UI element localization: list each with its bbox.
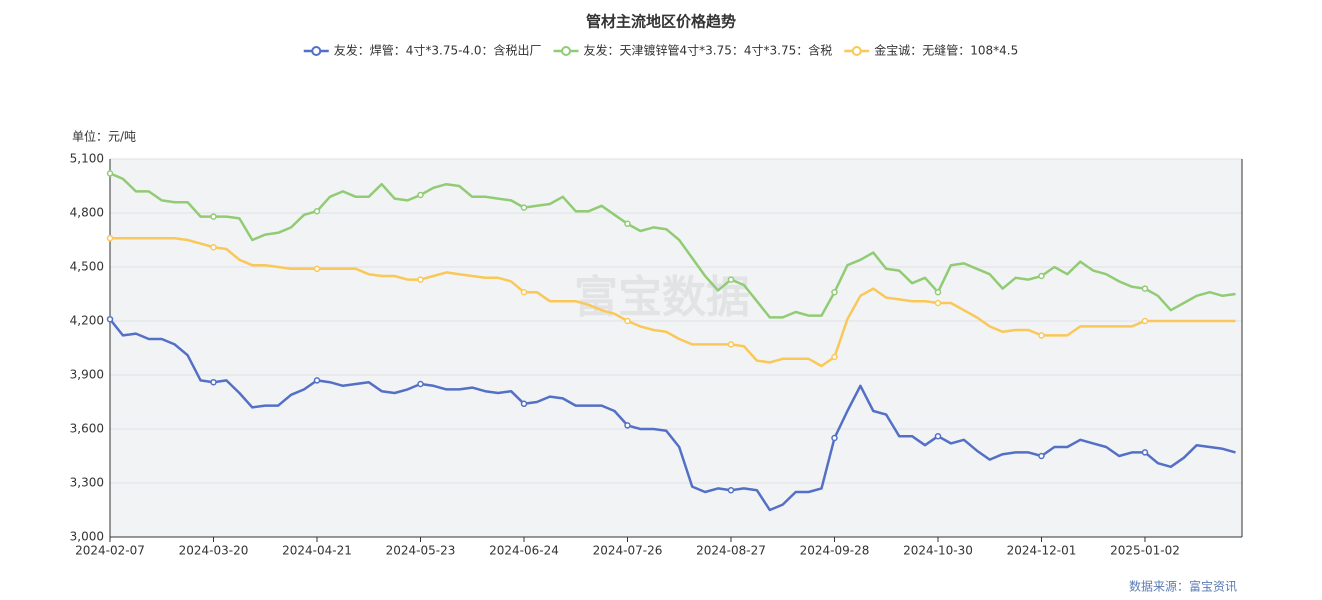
watermark: 富宝数据 xyxy=(574,272,750,323)
legend-marker xyxy=(311,46,322,56)
point-marker xyxy=(727,276,735,283)
legend-label: 友发：天津镀锌管4寸*3.75：4寸*3.75：含税 xyxy=(584,43,833,58)
point-marker xyxy=(210,243,217,251)
point-marker xyxy=(934,288,942,296)
point-marker xyxy=(831,353,838,361)
x-tick-label: 2024-07-26 xyxy=(593,544,663,558)
x-tick-label: 2024-12-01 xyxy=(1007,544,1077,558)
point-marker xyxy=(1038,452,1045,460)
point-marker xyxy=(313,207,321,215)
legend-marker xyxy=(561,46,572,56)
chart-title: 管材主流地区价格趋势 xyxy=(586,13,736,31)
y-tick-label: 5,100 xyxy=(70,152,104,166)
series-line xyxy=(110,236,1236,368)
legend: 友发：焊管：4寸*3.75-4.0：含税出厂 友发：天津镀锌管4寸*3.75：4寸… xyxy=(303,43,1018,58)
y-tick-label: 3,300 xyxy=(70,476,104,490)
series-line xyxy=(109,318,1236,512)
point-marker xyxy=(727,341,735,348)
point-marker xyxy=(624,220,631,228)
legend-marker xyxy=(851,46,862,56)
y-tick-label: 3,000 xyxy=(70,530,104,544)
y-tick-label: 3,900 xyxy=(70,368,104,382)
point-marker xyxy=(520,204,528,211)
point-marker xyxy=(831,288,838,296)
point-marker xyxy=(624,422,631,429)
y-tick-label: 4,800 xyxy=(70,206,104,220)
point-marker xyxy=(1038,332,1045,339)
point-marker xyxy=(727,486,735,494)
point-marker xyxy=(106,234,114,242)
y-tick-label: 4,500 xyxy=(70,260,104,274)
x-tick-label: 2024-02-07 xyxy=(75,544,145,558)
x-tick-label: 2024-08-27 xyxy=(696,544,766,558)
legend-label: 金宝诚：无缝管：108*4.5 xyxy=(874,43,1018,58)
point-marker xyxy=(417,191,424,199)
point-marker xyxy=(1141,449,1149,456)
point-marker xyxy=(1141,317,1149,325)
y-tick-label: 3,600 xyxy=(70,422,104,436)
legend-label: 友发：焊管：4寸*3.75-4.0：含税出厂 xyxy=(334,43,542,58)
x-tick-label: 2025-01-02 xyxy=(1110,544,1180,558)
x-tick-label: 2024-06-24 xyxy=(489,544,559,558)
point-marker xyxy=(934,299,942,307)
point-marker xyxy=(417,380,424,388)
source-note: 数据来源：富宝资讯 xyxy=(1129,579,1237,594)
y-unit-label: 单位：元/吨 xyxy=(72,129,136,144)
y-tick-label: 4,200 xyxy=(70,314,104,328)
point-marker xyxy=(624,317,631,325)
point-marker xyxy=(313,265,321,273)
point-marker xyxy=(313,377,321,384)
point-marker xyxy=(210,378,217,386)
x-tick-label: 2024-05-23 xyxy=(386,544,456,558)
point-marker xyxy=(106,315,114,323)
plot-background xyxy=(110,159,1242,537)
point-marker xyxy=(831,434,838,442)
x-tick-label: 2024-04-21 xyxy=(282,544,352,558)
point-marker xyxy=(520,288,528,296)
point-marker xyxy=(1038,272,1045,280)
x-tick-label: 2024-10-30 xyxy=(903,544,973,558)
x-tick-label: 2024-09-28 xyxy=(800,544,870,558)
point-marker xyxy=(106,170,114,177)
point-marker xyxy=(417,276,424,283)
point-marker xyxy=(1141,285,1149,292)
x-tick-label: 2024-03-20 xyxy=(179,544,249,558)
point-marker xyxy=(520,400,528,408)
point-marker xyxy=(934,432,942,440)
point-marker xyxy=(210,213,217,220)
series-line xyxy=(109,172,1236,319)
